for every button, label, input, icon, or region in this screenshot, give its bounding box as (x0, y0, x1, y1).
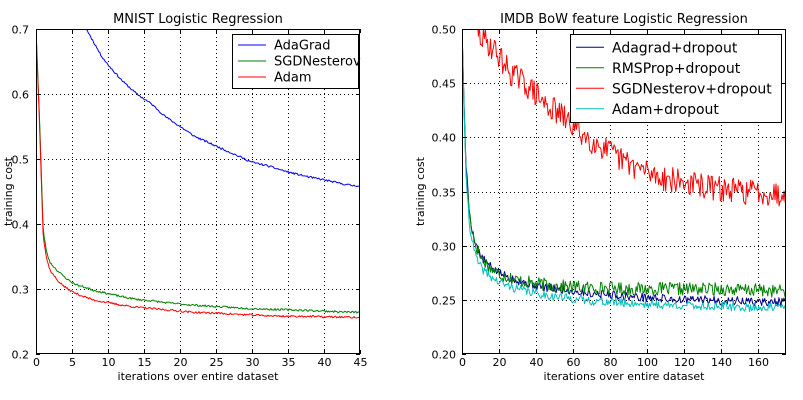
x-tick-label: 45 (354, 356, 368, 369)
series-line-sgdnesterov (36, 29, 360, 314)
series-line-adagrad-dropout (462, 29, 786, 307)
x-tick-label: 20 (174, 356, 188, 369)
legend-label-adam: Adam (274, 71, 312, 86)
x-tick-label: 15 (138, 356, 152, 369)
series-line-adam (36, 29, 360, 319)
x-tick-label: 30 (246, 356, 260, 369)
series-line-rmsprop-dropout (462, 29, 786, 298)
x-tick-label: 120 (674, 356, 695, 369)
chart-title: MNIST Logistic Regression (113, 12, 283, 27)
axes-frame (36, 29, 360, 354)
legend-label-sgdnesterov: SGDNesterov (274, 55, 361, 70)
x-tick-label: 140 (711, 356, 732, 369)
y-axis-label: training cost (414, 156, 427, 226)
y-tick-label: 0.45 (432, 78, 457, 91)
x-tick-label: 25 (210, 356, 224, 369)
x-tick-label: 80 (604, 356, 618, 369)
x-tick-label: 0 (33, 356, 40, 369)
legend-label-adagrad: AdaGrad (274, 39, 331, 54)
x-tick-label: 40 (318, 356, 332, 369)
chart-mnist: MNIST Logistic Regression 0 5 10 15 20 25 30 35 4… (2, 12, 368, 383)
series-line-sgdnesterov-dropout (477, 29, 786, 207)
x-axis-label: iterations over entire dataset (544, 370, 706, 383)
x-tick-label: 60 (567, 356, 581, 369)
y-tick-label: 0.30 (432, 241, 457, 254)
y-axis-label: training cost (2, 156, 15, 226)
series-line-adagrad (85, 29, 360, 188)
chart-title: IMDB BoW feature Logistic Regression (500, 12, 748, 27)
y-tick-label: 0.6 (12, 89, 30, 102)
x-tick-label: 0 (459, 356, 466, 369)
series-group (36, 29, 360, 319)
axes-frame (462, 29, 786, 354)
y-tick-label: 0.5 (12, 154, 30, 167)
y-tick-label: 0.50 (432, 24, 457, 37)
x-tick-label: 20 (493, 356, 507, 369)
x-tick-label: 5 (69, 356, 76, 369)
y-tick-label: 0.35 (432, 187, 457, 200)
x-tick-label: 40 (530, 356, 544, 369)
legend: Adagrad+dropout RMSProp+dropout SGDNestero… (570, 34, 782, 123)
y-tick-label: 0.4 (12, 219, 30, 232)
y-tick-label: 0.3 (12, 284, 30, 297)
y-tick-label: 0.7 (12, 24, 30, 37)
series-group (462, 29, 786, 313)
x-tick-label: 10 (102, 356, 116, 369)
x-axis-label: iterations over entire dataset (118, 370, 280, 383)
x-tick-label: 160 (748, 356, 769, 369)
y-tick-label: 0.20 (432, 349, 457, 362)
legend-box (570, 34, 782, 123)
y-tick-label: 0.25 (432, 295, 457, 308)
legend-label-adam-dropout: Adam+dropout (612, 102, 719, 118)
legend-label-rmsprop-dropout: RMSProp+dropout (612, 61, 741, 77)
x-tick-label: 35 (282, 356, 296, 369)
x-tick-label: 100 (637, 356, 658, 369)
legend-label-adagrad-dropout: Adagrad+dropout (612, 40, 738, 56)
series-line-adam-dropout (462, 29, 786, 313)
y-tick-label: 0.2 (12, 349, 30, 362)
legend-label-sgdnesterov-dropout: SGDNesterov+dropout (612, 81, 772, 97)
chart-imdb: IMDB BoW feature Logistic Regression 0 20 4… (414, 12, 786, 383)
y-tick-label: 0.40 (432, 132, 457, 145)
